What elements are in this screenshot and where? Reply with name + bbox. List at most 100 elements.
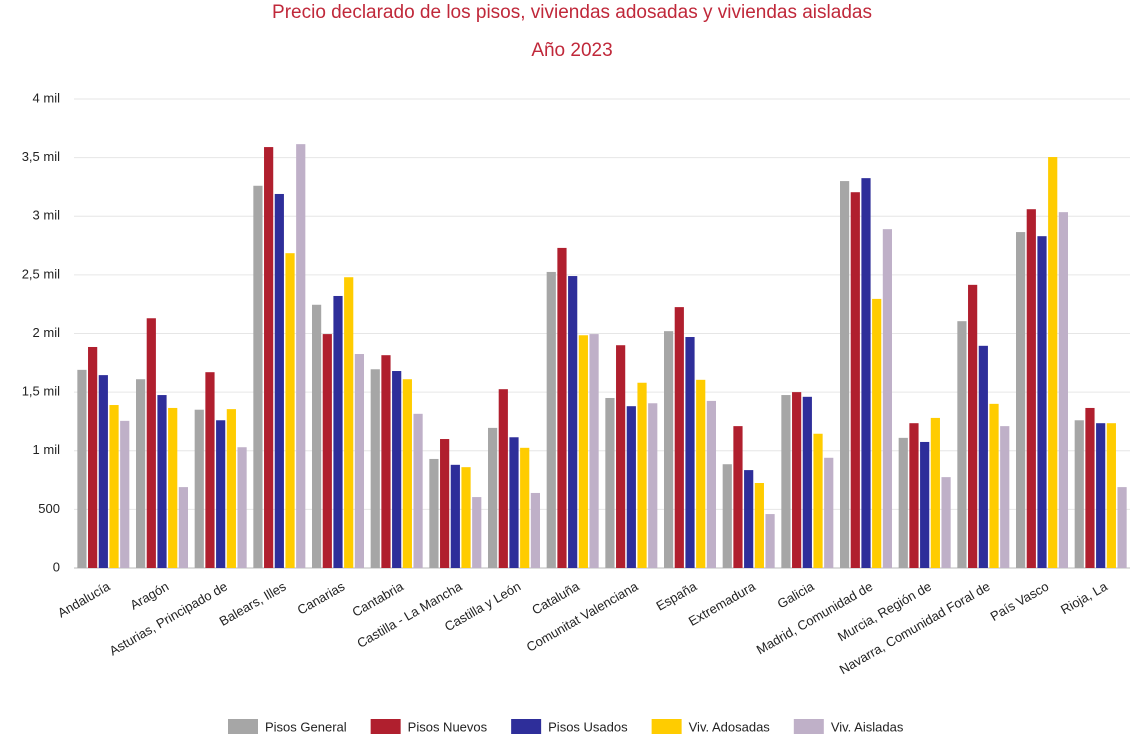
bar [733, 426, 743, 568]
bar [968, 284, 978, 568]
bar [1074, 420, 1084, 568]
legend-swatch [370, 719, 401, 734]
bar [205, 372, 215, 568]
bar [1037, 236, 1047, 568]
bar [941, 477, 951, 568]
chart-title: Precio declarado de los pisos, viviendas… [272, 2, 872, 23]
legend-swatch [793, 719, 824, 734]
bar [429, 458, 439, 568]
bar [637, 382, 647, 568]
bar [909, 423, 919, 568]
y-tick-label: 500 [38, 501, 60, 516]
bar [109, 405, 119, 568]
bar [168, 407, 178, 568]
bar [664, 331, 674, 568]
bar [333, 295, 343, 568]
legend-swatch [228, 719, 258, 734]
bar [578, 335, 588, 568]
x-tick-label: Canarias [295, 578, 348, 617]
bar [1016, 232, 1026, 569]
bar [413, 413, 423, 568]
bar [402, 379, 412, 568]
bar [824, 457, 834, 568]
chart-subtitle: Año 2023 [531, 40, 612, 61]
bar [685, 337, 695, 568]
bar [461, 467, 471, 568]
bar [589, 334, 599, 568]
bar [146, 318, 156, 568]
y-tick-label: 3 mil [33, 208, 61, 223]
bar [322, 334, 332, 568]
bar [706, 400, 716, 568]
x-tick-label: Andalucía [55, 578, 113, 620]
bar [957, 321, 967, 568]
bar [440, 439, 450, 568]
x-tick-label: Balears, Illes [217, 578, 289, 628]
bar [754, 482, 764, 568]
y-tick-label: 2,5 mil [22, 266, 60, 281]
bar [792, 392, 802, 568]
bar [312, 304, 322, 568]
bar [520, 447, 530, 568]
bar [802, 396, 812, 568]
bar [1085, 407, 1095, 568]
bar [898, 437, 908, 568]
bar [626, 406, 636, 568]
bar [605, 397, 615, 568]
bar [568, 276, 578, 568]
y-tick-label: 1 mil [33, 442, 61, 457]
bar [813, 433, 823, 568]
bar [354, 354, 364, 568]
legend-label: Pisos Nuevos [408, 719, 488, 734]
x-tick-label: España [654, 578, 700, 613]
bar [285, 253, 295, 568]
bar [157, 395, 167, 568]
legend-label: Viv. Aisladas [831, 719, 904, 734]
bar [920, 441, 930, 568]
bar [696, 379, 706, 568]
bar [296, 144, 306, 569]
bar [722, 464, 732, 568]
bar [546, 271, 556, 568]
bar [226, 409, 236, 568]
bar [616, 345, 626, 568]
bar [237, 447, 247, 568]
bar [77, 369, 87, 568]
bar [88, 346, 98, 568]
x-tick-label: Castilla - La Mancha [354, 578, 465, 651]
bar [840, 181, 850, 568]
bar [1058, 212, 1068, 569]
bar [850, 192, 860, 568]
y-tick-label: 3,5 mil [22, 149, 60, 164]
bar [989, 403, 999, 568]
bar [178, 487, 188, 568]
bar [882, 229, 892, 568]
legend-swatch [511, 719, 542, 734]
y-tick-label: 0 [53, 559, 60, 574]
y-tick-label: 2 mil [33, 325, 61, 340]
bar [264, 147, 274, 568]
legend-swatch [651, 719, 682, 734]
bar [765, 514, 775, 568]
x-tick-label: Comunitat Valenciana [524, 578, 641, 654]
bar [978, 345, 988, 568]
bar [557, 247, 567, 568]
bar [381, 355, 391, 568]
legend-label: Pisos Usados [548, 719, 628, 734]
bar [861, 178, 871, 569]
bar [450, 464, 460, 568]
x-tick-label: Galicia [775, 578, 818, 611]
x-tick-label: País Vasco [988, 579, 1052, 624]
bar [136, 379, 146, 568]
bar [472, 497, 482, 568]
bar [530, 492, 540, 568]
bar [370, 369, 380, 568]
x-tick-label: Extremadura [686, 578, 759, 629]
y-tick-label: 1,5 mil [22, 384, 60, 399]
bar [674, 307, 684, 568]
bar [1106, 423, 1116, 568]
bar [216, 420, 226, 568]
bar [488, 427, 498, 568]
bar [120, 420, 130, 568]
